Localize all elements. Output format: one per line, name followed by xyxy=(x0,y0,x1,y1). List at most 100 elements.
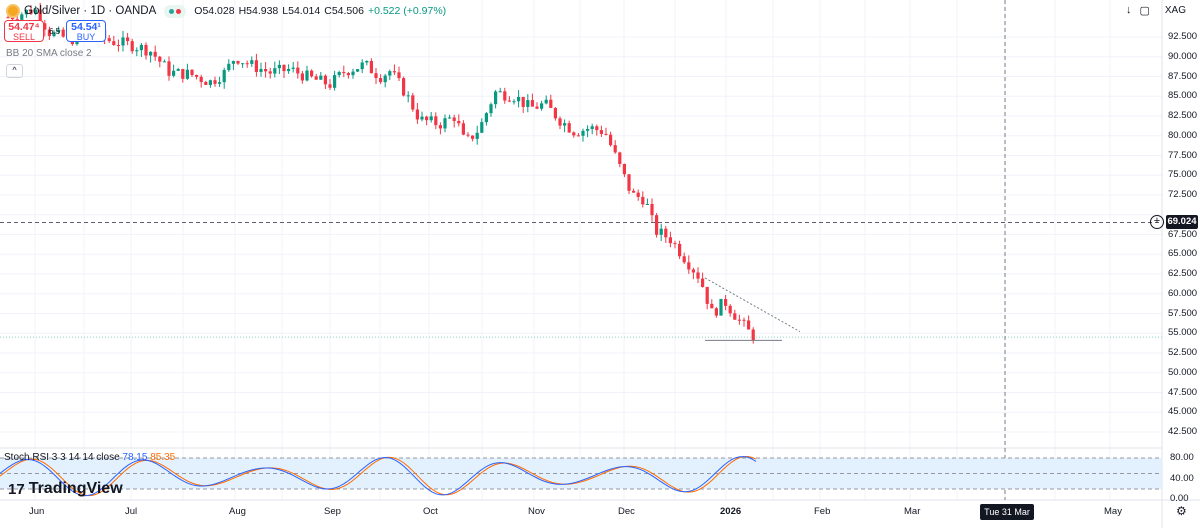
candle-body xyxy=(11,17,15,20)
symbol-title[interactable]: Gold/Silver · 1D · OANDA xyxy=(24,5,157,17)
time-axis-tick: Jun xyxy=(29,506,45,517)
candle-body xyxy=(397,72,401,79)
down-arrow-icon[interactable]: ↓ xyxy=(1126,4,1132,16)
candle-body xyxy=(172,70,176,76)
candle-body xyxy=(167,61,171,76)
candle-body xyxy=(204,81,208,85)
symbol-legend: Gold/Silver · 1D · OANDA O54.028 H54.938… xyxy=(6,4,446,18)
price-axis-tick: 65.000 xyxy=(1168,248,1198,260)
buy-button[interactable]: 54.54¹ BUY xyxy=(66,20,106,42)
candle-body xyxy=(742,319,746,321)
time-axis-tick: Jul xyxy=(125,506,138,517)
candle-body xyxy=(24,9,28,15)
candle-body xyxy=(572,132,576,136)
rsi-axis-tick: 0.00 xyxy=(1170,493,1189,505)
time-axis-tick: Nov xyxy=(528,506,545,517)
candle-body xyxy=(162,61,166,63)
candle-body xyxy=(498,91,502,93)
candle-body xyxy=(563,123,567,126)
candle-body xyxy=(475,132,479,139)
candle-body xyxy=(208,80,212,85)
candle-body xyxy=(38,9,42,24)
candle-body xyxy=(314,76,318,80)
candle-body xyxy=(360,62,364,70)
price-axis-tick: 75.000 xyxy=(1168,169,1198,181)
candle-body xyxy=(728,305,732,314)
candle-body xyxy=(627,174,631,191)
price-axis-tick: 42.500 xyxy=(1168,426,1198,437)
candle-body xyxy=(402,78,406,96)
candle-body xyxy=(471,135,475,139)
candle-body xyxy=(181,69,185,79)
candle-body xyxy=(540,103,544,109)
candle-body xyxy=(425,116,429,121)
stoch-rsi-k-value: 78.15 xyxy=(122,452,148,463)
candle-body xyxy=(434,116,438,126)
candle-body xyxy=(659,228,663,235)
sell-button[interactable]: 54.47⁴ SELL xyxy=(4,20,44,42)
candle-body xyxy=(558,118,562,126)
candle-body xyxy=(15,19,19,21)
candle-body xyxy=(268,71,272,74)
sell-label: SELL xyxy=(12,32,36,42)
fullscreen-icon[interactable]: ▢ xyxy=(1139,5,1150,17)
price-axis-tick: 92.500 xyxy=(1168,31,1198,42)
candle-body xyxy=(126,37,130,42)
rsi-axis-tick: 80.00 xyxy=(1170,452,1194,463)
candle-body xyxy=(287,68,291,72)
candle-body xyxy=(291,67,295,69)
candle-body xyxy=(466,134,470,136)
candle-body xyxy=(411,95,415,110)
candle-body xyxy=(158,56,162,62)
candle-body xyxy=(415,109,419,120)
candle-body xyxy=(581,130,585,136)
settings-gear-icon[interactable]: ⚙ xyxy=(1176,504,1187,518)
stoch-rsi-k-line xyxy=(0,456,757,497)
candle-body xyxy=(452,117,456,121)
candle-body xyxy=(567,123,571,133)
candle-body xyxy=(236,61,240,64)
candle-body xyxy=(305,70,309,81)
candle-body xyxy=(595,126,599,131)
status-dot-icon xyxy=(176,8,182,14)
candle-body xyxy=(526,100,530,107)
candle-body xyxy=(52,32,56,37)
crosshair-date-label: Tue 31 Mar '26 xyxy=(980,504,1034,528)
plus-icon[interactable]: + xyxy=(1150,215,1164,229)
spread-value: 6.5 xyxy=(49,27,61,36)
candle-body xyxy=(346,73,350,76)
stoch-rsi-d-line xyxy=(0,455,757,497)
market-status-badge[interactable] xyxy=(164,4,187,18)
price-axis-tick: 87.500 xyxy=(1168,70,1198,82)
candle-body xyxy=(254,60,258,72)
candle-body xyxy=(222,70,226,83)
price-axis-tick: 67.500 xyxy=(1168,228,1198,240)
bb-indicator-label[interactable]: BB 20 SMA close 2 xyxy=(6,48,92,59)
time-axis-tick: Oct xyxy=(423,506,438,517)
candle-body xyxy=(29,9,33,14)
rsi-axis-tick: 40.00 xyxy=(1170,472,1194,484)
candle-body xyxy=(351,71,355,76)
candle-body xyxy=(622,163,626,175)
candle-body xyxy=(264,69,268,72)
time-axis-tick: 2026 xyxy=(720,506,742,517)
candle-body xyxy=(751,329,755,341)
candle-body xyxy=(535,106,539,109)
price-axis-tick: 52.500 xyxy=(1168,347,1198,358)
price-axis-tick: 55.000 xyxy=(1168,327,1198,339)
candle-body xyxy=(61,29,65,37)
candle-body xyxy=(392,71,396,73)
symbol-icon[interactable] xyxy=(6,4,20,18)
candle-body xyxy=(406,95,410,97)
tradingview-logo[interactable]: 17 TradingView xyxy=(8,480,123,498)
candle-body xyxy=(494,91,498,105)
stoch-rsi-legend[interactable]: Stoch RSI 3 3 14 14 close 78.15 85.35 xyxy=(4,452,175,463)
time-axis-tick: Mar xyxy=(904,506,921,517)
candle-body xyxy=(636,192,640,197)
candle-body xyxy=(668,237,672,244)
candle-body xyxy=(282,64,286,72)
horizontal-line-price-tag: 69.024 xyxy=(1166,215,1198,229)
candle-body xyxy=(710,303,714,309)
collapse-indicators-button[interactable]: ^ xyxy=(6,64,23,78)
